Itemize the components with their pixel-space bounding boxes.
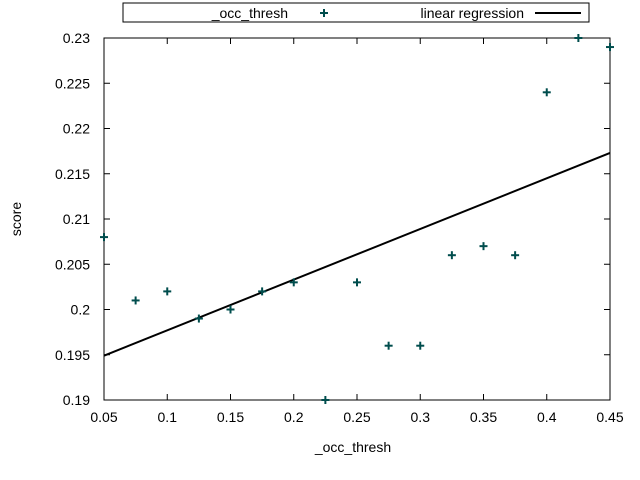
data-point (606, 43, 614, 52)
data-point (100, 233, 108, 242)
legend-label-linear-regression: linear regression (421, 5, 525, 21)
legend: _occ_thresh linear regression (122, 2, 590, 23)
data-point (131, 296, 140, 305)
x-tick-label: 0.05 (90, 409, 117, 425)
x-tick-label: 0.3 (411, 409, 431, 425)
data-point (258, 287, 267, 296)
data-point (321, 396, 330, 404)
data-point (447, 251, 456, 260)
data-point (416, 341, 425, 350)
data-point (163, 287, 172, 296)
x-tick-label: 0.15 (217, 409, 244, 425)
y-axis-title: score (8, 202, 24, 236)
x-tick-label: 0.2 (284, 409, 304, 425)
x-axis-title: _occ_thresh (314, 439, 391, 455)
y-tick-label: 0.195 (55, 347, 90, 363)
data-point (289, 278, 298, 287)
regression-layer (103, 152, 611, 357)
data-point (353, 278, 361, 287)
data-point (511, 251, 520, 260)
y-tick-label: 0.19 (63, 392, 90, 408)
y-tick-label: 0.225 (55, 75, 90, 91)
data-point (384, 341, 393, 350)
points-layer (100, 34, 614, 404)
y-tick-label: 0.205 (55, 256, 90, 272)
plot-frame (103, 37, 611, 401)
x-tick-label: 0.4 (537, 409, 557, 425)
legend-box (122, 2, 590, 23)
y-tick-label: 0.215 (55, 166, 90, 182)
y-tick-label: 0.22 (63, 121, 90, 137)
data-point (194, 314, 203, 323)
regression-line (103, 152, 611, 357)
y-tick-label: 0.21 (63, 211, 90, 227)
x-tick-label: 0.45 (596, 409, 623, 425)
x-tick-label: 0.25 (343, 409, 370, 425)
data-point (479, 242, 488, 251)
y-axis: 0.19 0.195 0.2 0.205 0.21 0.215 0.22 0.225 0.23 (55, 30, 610, 408)
x-tick-label: 0.1 (158, 409, 178, 425)
data-point (226, 305, 235, 314)
y-tick-label: 0.23 (63, 30, 90, 46)
legend-marker-occ-thresh (320, 9, 328, 17)
data-point (542, 88, 551, 97)
data-point (574, 34, 583, 42)
x-tick-label: 0.35 (470, 409, 497, 425)
x-axis: 0.05 0.1 0.15 0.2 0.25 0.3 0.35 0.4 0.45 (90, 38, 624, 425)
legend-plus-marker (320, 9, 328, 17)
legend-label-occ-thresh: _occ_thresh (211, 5, 288, 21)
y-tick-label: 0.2 (71, 302, 91, 318)
